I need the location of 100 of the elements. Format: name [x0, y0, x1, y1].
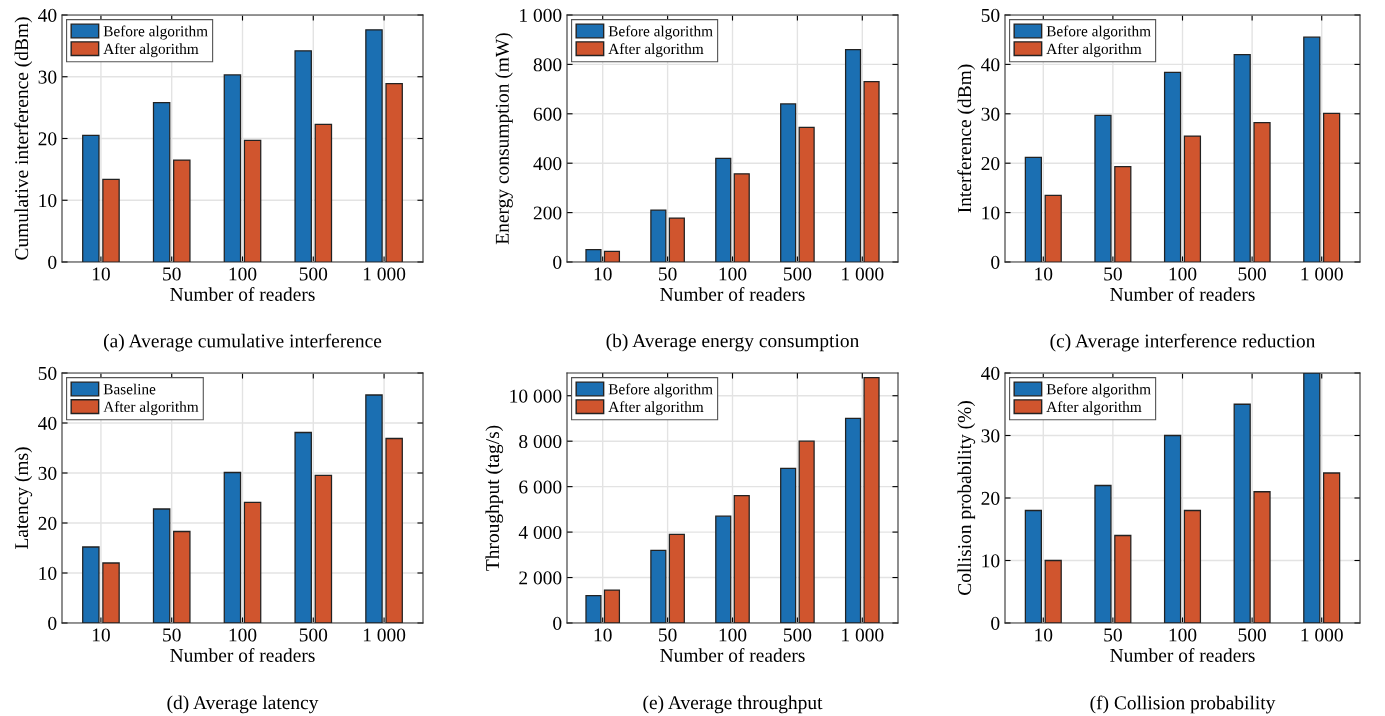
- x-axis-title: Number of readers: [660, 287, 805, 301]
- legend-label: Before algorithm: [103, 25, 208, 40]
- bar: [314, 123, 333, 262]
- x-tick-label: 1 000: [842, 628, 884, 642]
- bar: [603, 250, 621, 262]
- bar: [102, 562, 120, 623]
- x-tick-label: 50: [1104, 628, 1122, 642]
- x-tick-label: 1 000: [1301, 267, 1343, 281]
- bar: [733, 495, 750, 623]
- y-tick-label: 0: [991, 616, 1000, 630]
- bar: [243, 501, 262, 623]
- bar: [243, 139, 262, 262]
- legend-label: After algorithm: [608, 401, 704, 416]
- y-tick-label: 40: [38, 8, 57, 22]
- y-tick-label: 10: [39, 566, 57, 580]
- bar: [82, 546, 100, 623]
- bar: [863, 376, 880, 623]
- y-axis-title: Collision probability (%): [957, 401, 976, 595]
- bar: [152, 102, 171, 262]
- x-tick-label: 1 000: [842, 267, 884, 281]
- y-tick-label: 200: [533, 206, 562, 220]
- bar: [863, 81, 880, 262]
- legend-label: Before algorithm: [1046, 383, 1151, 398]
- bar: [798, 440, 815, 623]
- x-tick-label: 10: [1035, 267, 1053, 281]
- bar: [715, 157, 732, 262]
- y-tick-label: 0: [553, 616, 562, 630]
- y-tick-label: 40: [981, 58, 1000, 72]
- x-axis-title: Number of readers: [170, 648, 315, 662]
- x-tick-label: 500: [783, 267, 812, 281]
- bar: [365, 394, 383, 623]
- bar: [1323, 472, 1341, 623]
- y-tick-label: 0: [48, 255, 57, 269]
- x-tick-label: 100: [1169, 628, 1197, 642]
- y-tick-label: 20: [981, 157, 1000, 171]
- bar: [223, 471, 242, 623]
- y-tick-label: 50: [981, 8, 1000, 22]
- y-axis-title: Energy consumption (mW): [495, 33, 513, 245]
- text: (d) Average latency: [167, 695, 319, 714]
- y-tick-label: 6 000: [519, 480, 562, 494]
- y-tick-label: 1 000: [520, 8, 562, 22]
- x-tick-label: 500: [783, 628, 812, 642]
- bar: [314, 474, 333, 623]
- y-tick-label: 2 000: [519, 571, 562, 585]
- bar: [715, 515, 732, 623]
- x-tick-label: 100: [229, 267, 257, 281]
- y-tick-label: 30: [981, 107, 1000, 121]
- x-tick-label: 50: [163, 628, 181, 642]
- bar: [1183, 509, 1202, 623]
- bar: [1233, 53, 1251, 262]
- x-tick-label: 1 000: [363, 267, 406, 281]
- x-tick-label: 100: [719, 267, 747, 281]
- y-tick-label: 30: [38, 70, 57, 84]
- x-tick-label: 10: [92, 628, 110, 642]
- bar: [844, 48, 862, 262]
- bar: [780, 467, 797, 623]
- x-axis-title: Number of readers: [170, 287, 315, 301]
- bar: [82, 134, 100, 262]
- text: (f) Collision probability: [1090, 695, 1276, 714]
- bar: [1233, 403, 1251, 623]
- legend-label: Before algorithm: [608, 383, 713, 398]
- bar: [152, 508, 171, 623]
- y-tick-label: 40: [981, 366, 1000, 380]
- y-tick-label: 50: [38, 366, 57, 380]
- bar: [1163, 434, 1182, 623]
- legend-label: After algorithm: [103, 401, 199, 416]
- x-tick-label: 100: [229, 628, 257, 642]
- x-axis-title: Number of readers: [1110, 648, 1255, 662]
- bar: [1163, 71, 1182, 262]
- legend-label: Baseline: [103, 383, 156, 395]
- y-tick-label: 4 000: [518, 525, 562, 540]
- y-tick-label: 20: [38, 132, 57, 146]
- x-tick-label: 10: [594, 628, 612, 642]
- bar: [603, 589, 621, 623]
- bar: [1253, 491, 1271, 623]
- text: (b) Average energy consumption: [606, 333, 860, 352]
- bar: [668, 217, 685, 262]
- x-tick-label: 500: [299, 628, 328, 642]
- bar: [1024, 509, 1042, 623]
- x-tick-label: 1 000: [363, 628, 406, 642]
- bar: [780, 103, 797, 262]
- bar: [294, 50, 312, 262]
- bar: [1024, 156, 1042, 262]
- bar: [365, 29, 383, 262]
- bar: [223, 74, 242, 262]
- bar: [650, 549, 667, 623]
- x-axis-title: Number of readers: [1110, 287, 1255, 301]
- y-tick-label: 30: [981, 429, 1000, 443]
- bar: [650, 209, 667, 262]
- bar: [1094, 484, 1112, 623]
- text: (a) Average cumulative interference: [103, 333, 382, 352]
- bar: [668, 533, 685, 623]
- x-tick-label: 500: [1238, 628, 1266, 642]
- y-axis-title: Cumulative interference (dBm): [14, 17, 33, 260]
- bar: [102, 178, 120, 262]
- legend-label: After algorithm: [103, 43, 199, 58]
- bar: [844, 417, 862, 623]
- legend-label: After algorithm: [1046, 43, 1142, 58]
- y-tick-label: 20: [38, 516, 57, 530]
- y-tick-label: 800: [533, 58, 562, 72]
